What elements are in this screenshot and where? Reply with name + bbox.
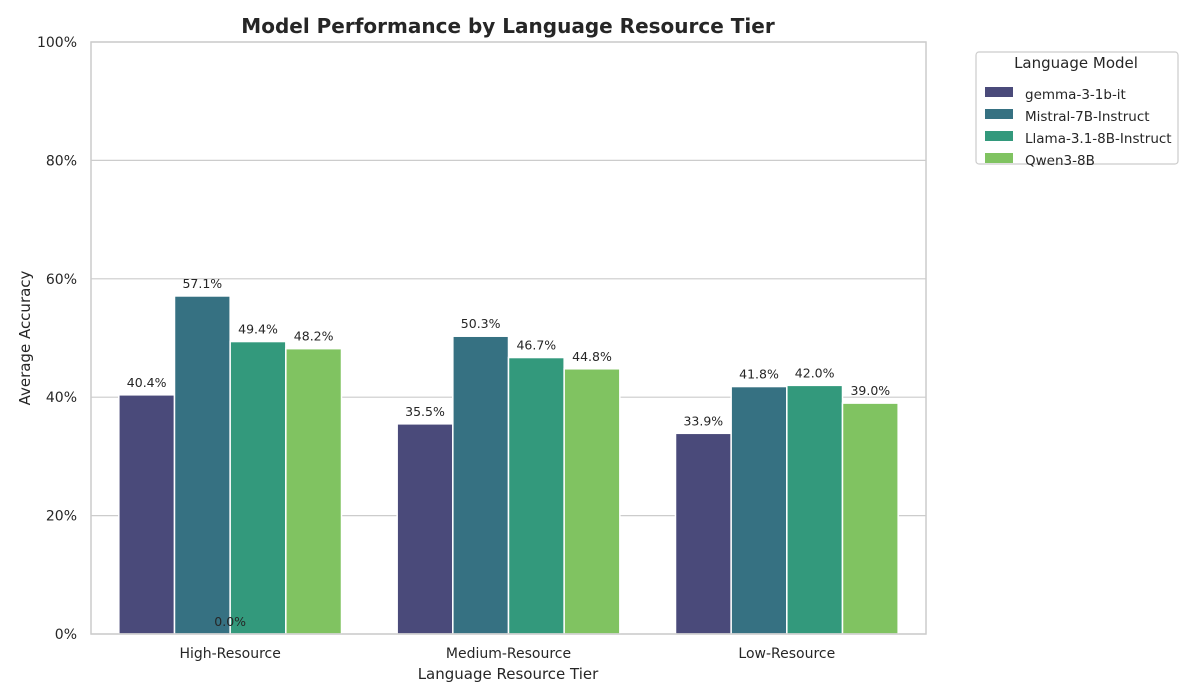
- bar: [507, 356, 565, 635]
- legend-swatch: [985, 87, 1013, 97]
- legend-label: Mistral-7B-Instruct: [1025, 109, 1150, 125]
- bar-value-label: 50.3%: [461, 316, 501, 331]
- legend-items: gemma-3-1b-it Mistral-7B-Instruct Llama-3.…: [985, 87, 1172, 169]
- bar-value-label: 48.2%: [294, 329, 334, 344]
- y-tick-label: 80%: [46, 153, 77, 169]
- plot-frame: [90, 41, 927, 635]
- y-tick-label: 0%: [55, 627, 77, 643]
- bar: [285, 347, 343, 635]
- bar-value-label: 35.5%: [405, 404, 445, 419]
- x-axis-label: Language Resource Tier: [418, 665, 599, 683]
- legend-title: Language Model: [1014, 54, 1138, 72]
- y-tick-label: 100%: [37, 35, 77, 51]
- y-tick-label: 40%: [46, 390, 77, 406]
- bar-value-label: 44.8%: [572, 349, 612, 364]
- bars: [118, 295, 899, 635]
- x-tick-label: Low-Resource: [738, 646, 835, 662]
- y-axis-label: Average Accuracy: [16, 270, 34, 405]
- bar-value-label: 57.1%: [182, 276, 222, 291]
- legend-label: Llama-3.1-8B-Instruct: [1025, 131, 1172, 147]
- legend: Language Model gemma-3-1b-it Mistral-7B-I…: [975, 51, 1179, 169]
- bar-value-label: 46.7%: [516, 338, 556, 353]
- data-labels: 40.4% 35.5% 33.9% 57.1% 50.3% 41.8% 49.4% 46.7%…: [127, 276, 890, 428]
- bar: [563, 368, 621, 635]
- annotation-label: 0.0%: [214, 614, 246, 629]
- bar: [173, 295, 231, 635]
- y-tick-label: 60%: [46, 272, 77, 288]
- x-axis-ticks: High-Resource Medium-Resource Low-Resource: [179, 646, 835, 662]
- bar: [674, 432, 732, 635]
- bar-value-label: 33.9%: [683, 413, 723, 428]
- bar: [452, 335, 510, 635]
- y-tick-label: 20%: [46, 509, 77, 525]
- legend-frame: [975, 51, 1179, 165]
- bar-value-label: 39.0%: [850, 383, 890, 398]
- bar: [229, 340, 287, 635]
- legend-swatch: [985, 131, 1013, 141]
- chart-title: Model Performance by Language Resource T…: [241, 14, 775, 38]
- annotations: 0.0%: [214, 614, 246, 629]
- bar: [786, 384, 844, 635]
- bar: [396, 423, 454, 635]
- bar-value-label: 42.0%: [795, 365, 835, 380]
- x-tick-label: Medium-Resource: [446, 646, 571, 662]
- bar: [841, 402, 899, 635]
- x-tick-label: High-Resource: [179, 646, 280, 662]
- bar: [118, 394, 176, 635]
- bar-value-label: 40.4%: [127, 375, 167, 390]
- legend-label: Qwen3-8B: [1025, 153, 1095, 169]
- bar-value-label: 49.4%: [238, 322, 278, 337]
- y-axis-ticks: 0% 20% 40% 60% 80% 100%: [37, 35, 77, 643]
- legend-label: gemma-3-1b-it: [1025, 87, 1126, 103]
- bar-value-label: 41.8%: [739, 367, 779, 382]
- legend-swatch: [985, 153, 1013, 163]
- legend-swatch: [985, 109, 1013, 119]
- bar: [730, 385, 788, 635]
